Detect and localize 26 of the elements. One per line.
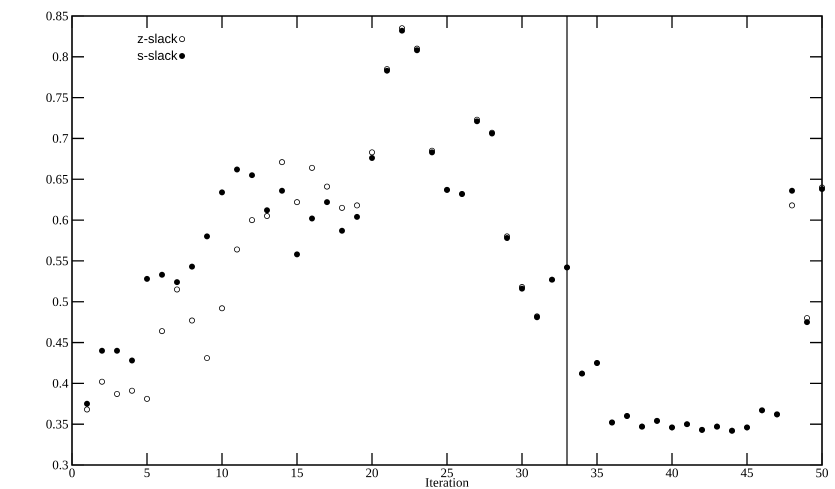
y-tick-label: 0.45	[46, 338, 68, 347]
legend-label: s-slack	[138, 50, 178, 60]
x-tick-label: 30	[516, 468, 528, 478]
x-tick-label: 20	[366, 468, 378, 478]
y-tick-label: 0.35	[46, 420, 68, 429]
y-tick-label: 0.75	[46, 93, 68, 102]
y-tick-label: 0.6	[52, 216, 68, 224]
x-tick-label: 5	[144, 468, 150, 478]
y-tick-label: 0.8	[52, 52, 68, 62]
x-tick-label: 10	[216, 468, 228, 478]
y-tick-label: 0.4	[52, 378, 68, 388]
y-tick-label: 0.5	[52, 297, 68, 306]
x-tick-label: 25	[441, 468, 453, 478]
x-tick-label: 35	[591, 468, 603, 478]
y-tick-label: 0.65	[46, 174, 68, 184]
x-tick-label: 15	[292, 468, 303, 478]
y-tick-label: 0.7	[52, 134, 68, 143]
x-axis-title: Iteration	[426, 478, 469, 487]
y-tick-label: 0.55	[46, 256, 68, 266]
y-tick-label: 0.85	[46, 12, 68, 20]
x-tick-label: 45	[740, 468, 753, 478]
x-tick-label: 0	[69, 468, 75, 478]
x-tick-label: 50	[816, 468, 828, 478]
y-tick-label: 0.3	[52, 460, 68, 470]
legend-label: z-slack	[138, 34, 178, 44]
x-tick-label: 40	[666, 468, 678, 478]
